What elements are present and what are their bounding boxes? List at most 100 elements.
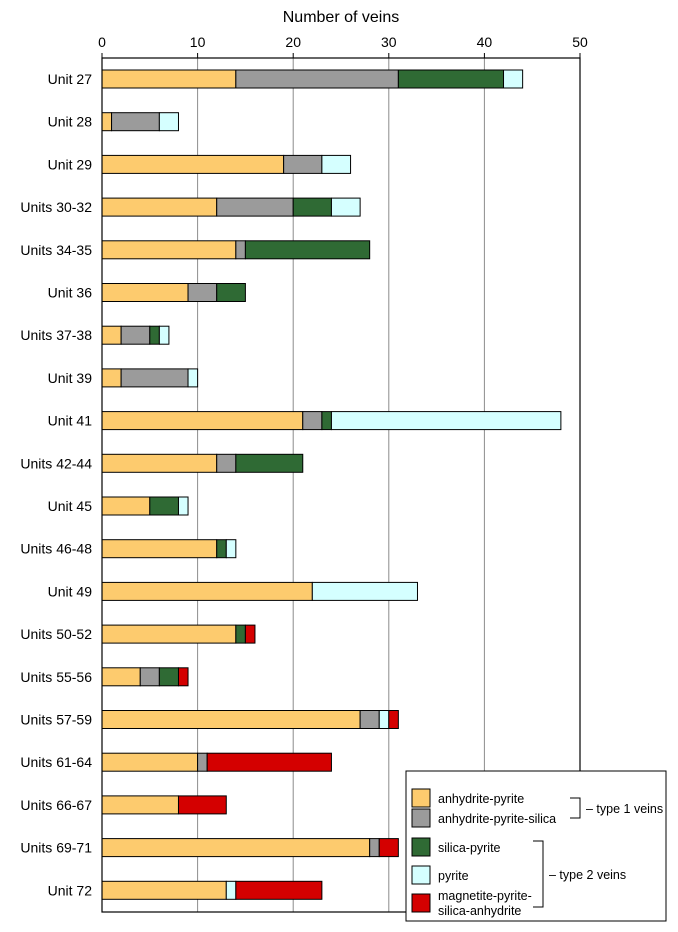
- bar-segment: [283, 154, 323, 174]
- legend-swatch: [411, 837, 431, 857]
- bar-segment: [187, 368, 199, 388]
- bar-segment: [101, 710, 361, 729]
- bar-segment: [158, 325, 170, 345]
- legend-label: anhydrite-pyrite-silica: [438, 812, 556, 826]
- category-label: Unit 72: [48, 882, 93, 898]
- x-tick-label: 20: [285, 34, 301, 50]
- bar-segment: [101, 581, 313, 601]
- legend-label: pyrite: [438, 869, 469, 883]
- category-label: Units 55-56: [20, 669, 92, 685]
- legend-swatch: [411, 865, 431, 885]
- bar-segment: [292, 197, 332, 217]
- bar-segment: [149, 325, 160, 345]
- legend-label-line: magnetite-pyrite-: [438, 889, 532, 903]
- bar-segment: [101, 283, 189, 302]
- bar-segment: [101, 496, 151, 516]
- bar-segment: [101, 752, 199, 772]
- category-label: Unit 27: [48, 71, 93, 87]
- legend-group-label: – type 1 veins: [586, 802, 663, 816]
- bar-segment: [101, 838, 371, 858]
- bar-segment: [235, 69, 399, 89]
- category-label: Unit 39: [48, 370, 93, 386]
- bar-segment: [388, 710, 399, 729]
- bar-segment: [244, 240, 371, 260]
- bar-segment: [139, 667, 160, 687]
- bar-segment: [101, 453, 218, 473]
- bar-segment: [120, 368, 189, 388]
- bar-segment: [101, 624, 237, 644]
- bar-segment: [235, 240, 246, 260]
- bar-segment: [369, 838, 380, 858]
- bar-segment: [111, 112, 160, 132]
- bar-segment: [101, 880, 227, 900]
- legend-bracket: [533, 840, 544, 908]
- bar-segment: [120, 325, 151, 345]
- bar-segment: [101, 69, 237, 89]
- bar-segment: [158, 667, 179, 687]
- bar-segment: [503, 69, 524, 89]
- x-axis-title: Number of veins: [283, 9, 400, 26]
- bar-segment: [378, 838, 399, 858]
- bar-segment: [101, 539, 218, 559]
- bar-segment: [101, 667, 141, 687]
- bar-segment: [235, 880, 323, 900]
- bar-segment: [330, 197, 361, 217]
- bar-segment: [206, 752, 332, 772]
- bar-segment: [225, 880, 237, 900]
- category-label: Units 37-38: [20, 327, 92, 343]
- legend-swatch: [411, 893, 431, 913]
- bar-segment: [216, 453, 237, 473]
- category-label: Unit 45: [48, 498, 93, 514]
- bar-segment: [187, 283, 218, 302]
- legend-bracket: [570, 797, 581, 819]
- legend-label: anhydrite-pyrite: [438, 792, 524, 806]
- bar-segment: [321, 154, 352, 174]
- bar-segment: [225, 539, 237, 559]
- bar-segment: [101, 795, 179, 815]
- bar-segment: [101, 240, 237, 260]
- legend-group-label: – type 2 veins: [549, 868, 626, 882]
- bar-segment: [101, 368, 122, 388]
- bar-segment: [216, 283, 246, 302]
- bar-segment: [158, 112, 179, 132]
- bar-segment: [216, 197, 294, 217]
- category-label: Units 46-48: [20, 541, 92, 557]
- legend: anhydrite-pyrite anhydrite-pyrite-silica s…: [405, 770, 667, 922]
- bar-segment: [216, 539, 227, 559]
- x-tick-label: 40: [477, 34, 493, 50]
- bar-segment: [197, 752, 208, 772]
- category-label: Units 42-44: [20, 455, 92, 471]
- bar-segment: [101, 112, 113, 132]
- bar-segment: [101, 325, 122, 345]
- x-axis: Number of veins 0 10 20 30 40 50: [98, 9, 588, 58]
- category-label: Units 61-64: [20, 754, 92, 770]
- x-tick-label: 10: [190, 34, 206, 50]
- bar-segment: [330, 411, 562, 431]
- bar-segment: [321, 411, 332, 431]
- category-label: Units 30-32: [20, 199, 92, 215]
- bar-segment: [177, 667, 189, 687]
- bar-segment: [235, 624, 246, 644]
- category-label: Units 57-59: [20, 712, 92, 728]
- bar-segment: [101, 154, 285, 174]
- category-labels: Unit 27 Unit 28 Unit 29 Units 30-32 Units 34…: [20, 71, 92, 898]
- bar-segment: [235, 453, 304, 473]
- bar-segment: [244, 624, 256, 644]
- bar-segment: [302, 411, 323, 431]
- bar-segment: [378, 710, 390, 729]
- bar-segment: [149, 496, 179, 516]
- bar-segment: [311, 581, 418, 601]
- category-label: Units 34-35: [20, 242, 92, 258]
- legend-label-line: silica-anhydrite: [438, 904, 521, 918]
- legend-swatch: [411, 808, 431, 828]
- bar-segment: [359, 710, 380, 729]
- category-label: Units 66-67: [20, 797, 92, 813]
- x-tick-label: 30: [381, 34, 397, 50]
- legend-label: silica-pyrite: [438, 841, 501, 855]
- category-label: Unit 28: [48, 114, 93, 130]
- legend-label: magnetite-pyrite-silica-anhydrite: [438, 889, 532, 918]
- category-label: Unit 49: [48, 583, 93, 599]
- bar-segment: [101, 197, 218, 217]
- bar-segment: [177, 496, 189, 516]
